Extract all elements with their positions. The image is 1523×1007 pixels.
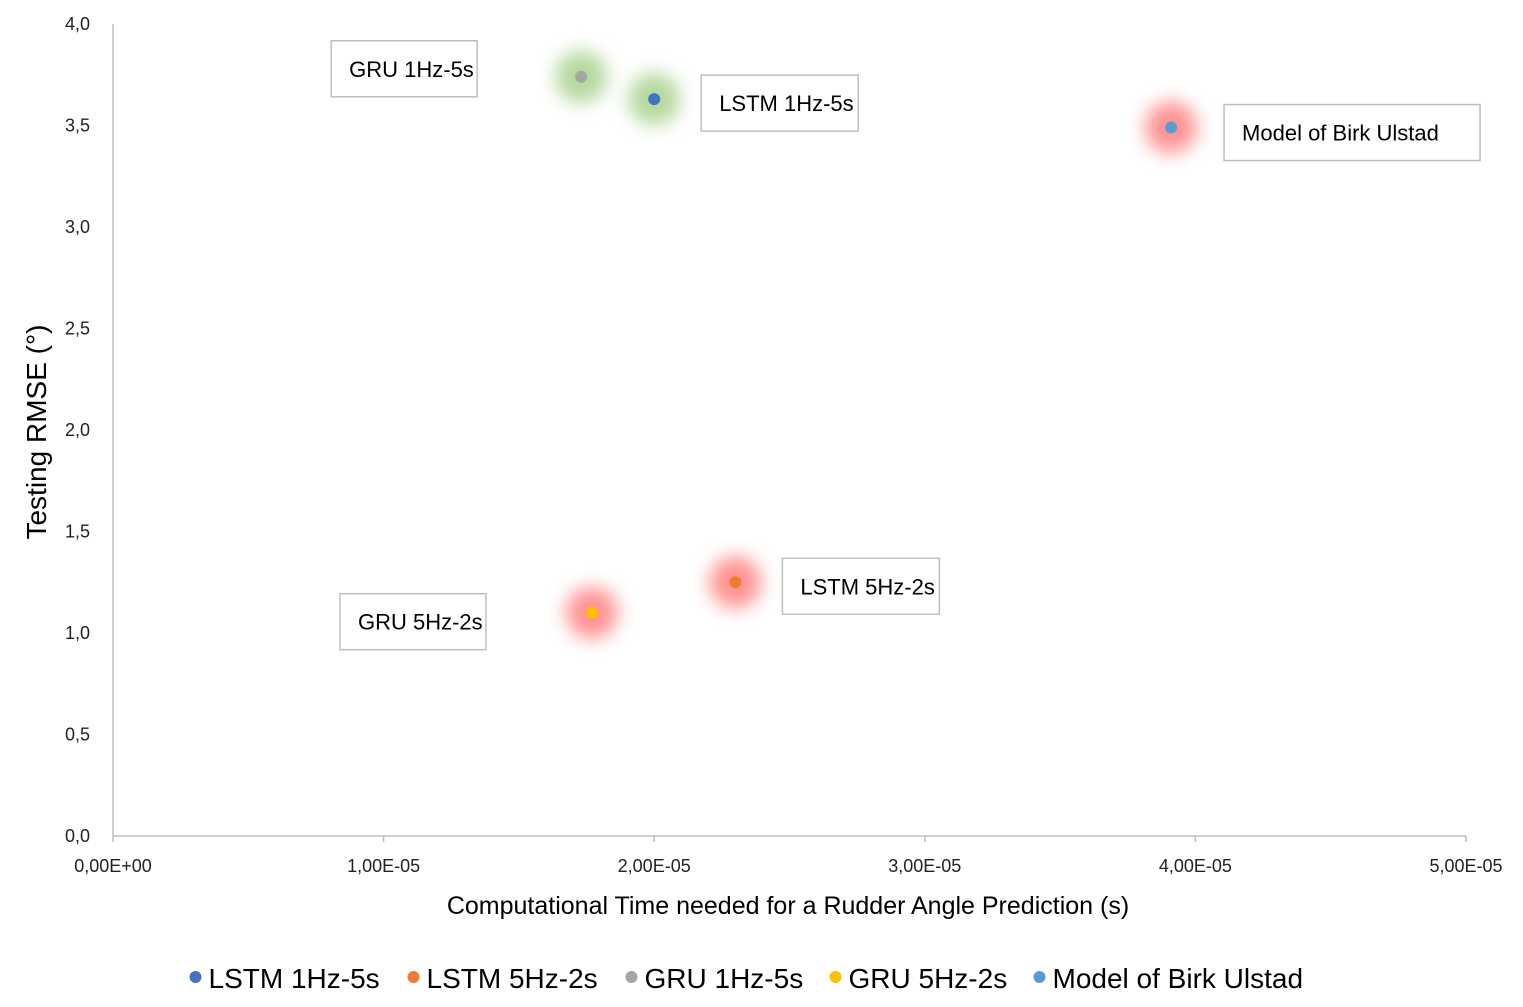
- legend-label: LSTM 5Hz-2s: [427, 963, 598, 994]
- x-axis-title: Computational Time needed for a Rudder A…: [447, 892, 1129, 920]
- y-tick-label: 2,5: [65, 319, 90, 339]
- legend-marker: [829, 971, 842, 983]
- y-tick-label: 0,5: [65, 725, 90, 745]
- data-annotations: LSTM 1Hz-5s LSTM 5Hz-2s GRU 1Hz-5s GRU 5Hz-…: [330, 40, 1481, 651]
- y-tick-label: 1,5: [65, 522, 90, 542]
- annotation-box: [700, 74, 859, 132]
- annotation-box: [339, 592, 487, 651]
- data-point: [648, 93, 661, 106]
- annotation-box: [1223, 103, 1481, 162]
- y-axis-title: Testing RMSE (°): [21, 324, 52, 539]
- legend-marker: [1033, 971, 1046, 983]
- legend-marker: [625, 971, 638, 983]
- x-tick-label: 0,00E+00: [74, 856, 152, 876]
- point-glows: [555, 50, 1198, 639]
- legend-label: GRU 5Hz-2s: [849, 963, 1008, 994]
- legend-marker: [407, 971, 420, 983]
- y-tick-label: 1,0: [65, 623, 90, 643]
- x-tick-label: 5,00E-05: [1429, 856, 1502, 876]
- x-tick-label: 1,00E-05: [347, 856, 420, 876]
- data-point: [585, 606, 598, 619]
- y-tick-label: 3,5: [65, 116, 90, 136]
- annotation-box: [330, 40, 478, 98]
- data-point: [1165, 121, 1178, 134]
- annotation-label: LSTM 5Hz-2s: [800, 574, 934, 599]
- x-tick-label: 2,00E-05: [618, 856, 691, 876]
- y-tick-label: 2,0: [65, 420, 90, 440]
- legend-label: LSTM 1Hz-5s: [209, 963, 380, 994]
- data-point: [729, 576, 742, 589]
- legend-marker: [189, 971, 202, 983]
- data-point: [575, 70, 588, 83]
- annotation-label: Model of Birk Ulstad: [1242, 121, 1439, 146]
- legend-label: Model of Birk Ulstad: [1053, 963, 1304, 994]
- x-tick-label: 3,00E-05: [888, 856, 961, 876]
- legend: LSTM 1Hz-5s LSTM 5Hz-2s GRU 1Hz-5s GRU 5Hz-…: [189, 963, 1304, 994]
- y-tick-label: 0,0: [65, 826, 90, 846]
- y-tick-label: 3,0: [65, 217, 90, 237]
- y-tick-label: 4,0: [65, 14, 90, 34]
- annotation-label: GRU 1Hz-5s: [349, 57, 474, 82]
- axes: 0,00E+00 1,00E-05 2,00E-05 3,00E-05 4,00E-05…: [65, 14, 1503, 876]
- annotation-box: [781, 557, 941, 615]
- x-tick-label: 4,00E-05: [1159, 856, 1232, 876]
- data-points: [575, 70, 1178, 619]
- annotation-label: LSTM 1Hz-5s: [719, 91, 853, 116]
- annotation-label: GRU 5Hz-2s: [358, 610, 483, 635]
- legend-label: GRU 1Hz-5s: [645, 963, 804, 994]
